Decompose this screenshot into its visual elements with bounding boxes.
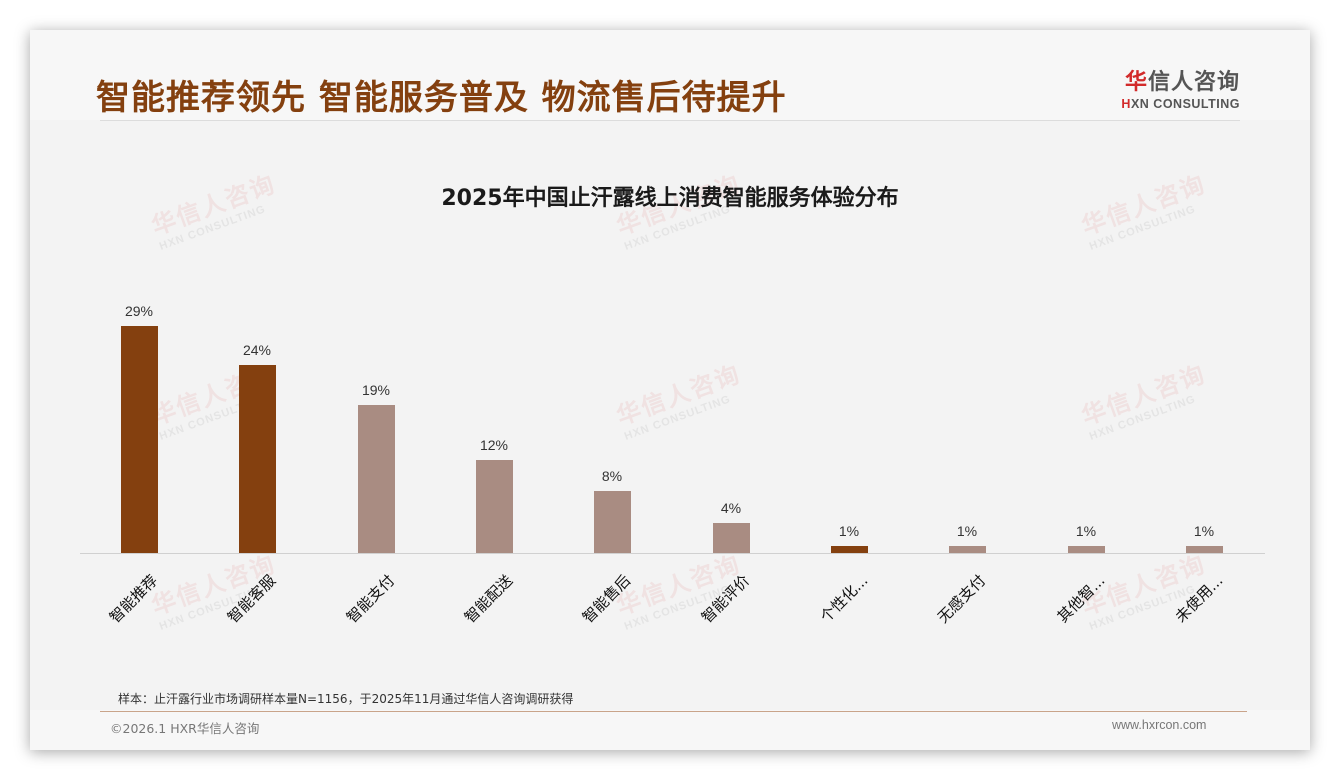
x-axis-line xyxy=(80,553,1265,554)
website-link[interactable]: www.hxrcon.com xyxy=(1112,718,1207,732)
bar xyxy=(238,365,276,554)
bar xyxy=(357,404,395,554)
bar xyxy=(593,491,631,554)
bar-value-label: 8% xyxy=(601,468,623,485)
bar-value-label: 1% xyxy=(838,523,860,540)
bar xyxy=(475,459,513,554)
logo-en-text: HXN CONSULTING xyxy=(1110,97,1240,111)
page-title: 智能推荐领先 智能服务普及 物流售后待提升 xyxy=(96,78,787,118)
logo-en-h: H xyxy=(1121,97,1131,111)
bar-value-label: 24% xyxy=(242,342,272,359)
bar-value-label: 12% xyxy=(479,436,509,453)
slide: 智能推荐领先 智能服务普及 物流售后待提升 华信人咨询 HXN CONSULTI… xyxy=(30,30,1310,750)
bar xyxy=(1067,546,1105,554)
bar xyxy=(120,326,158,554)
footer-divider xyxy=(100,711,1247,712)
bar-value-label: 29% xyxy=(124,303,154,319)
copyright-text: ©2026.1 HXR华信人咨询 xyxy=(110,721,260,736)
logo-en-rest: XN CONSULTING xyxy=(1130,97,1240,111)
bar xyxy=(1185,546,1223,554)
bar-value-label: 4% xyxy=(720,499,742,516)
header-divider xyxy=(100,120,1240,121)
bar xyxy=(830,546,868,554)
sample-note: 样本：止汗露行业市场调研样本量N=1156，于2025年11月通过华信人咨询调研… xyxy=(118,692,574,706)
logo-cn-text: 华信人咨询 xyxy=(1110,64,1240,96)
logo-cn-rest: 信人咨询 xyxy=(1147,70,1240,95)
bar-value-label: 1% xyxy=(1075,523,1097,540)
brand-logo: 华信人咨询 HXN CONSULTING xyxy=(1110,64,1240,111)
bar xyxy=(948,546,986,554)
bar xyxy=(712,522,750,554)
bar-value-label: 1% xyxy=(1193,523,1215,540)
bar-value-label: 19% xyxy=(361,381,391,398)
logo-hua-glyph: 华 xyxy=(1124,70,1148,95)
chart-title: 2025年中国止汗露线上消费智能服务体验分布 xyxy=(441,186,899,211)
bar-chart-plot: 29% 24% 19% 12% 8% 4% 1% 1% 1% 1% xyxy=(80,280,1265,554)
bar-value-label: 1% xyxy=(956,523,978,540)
